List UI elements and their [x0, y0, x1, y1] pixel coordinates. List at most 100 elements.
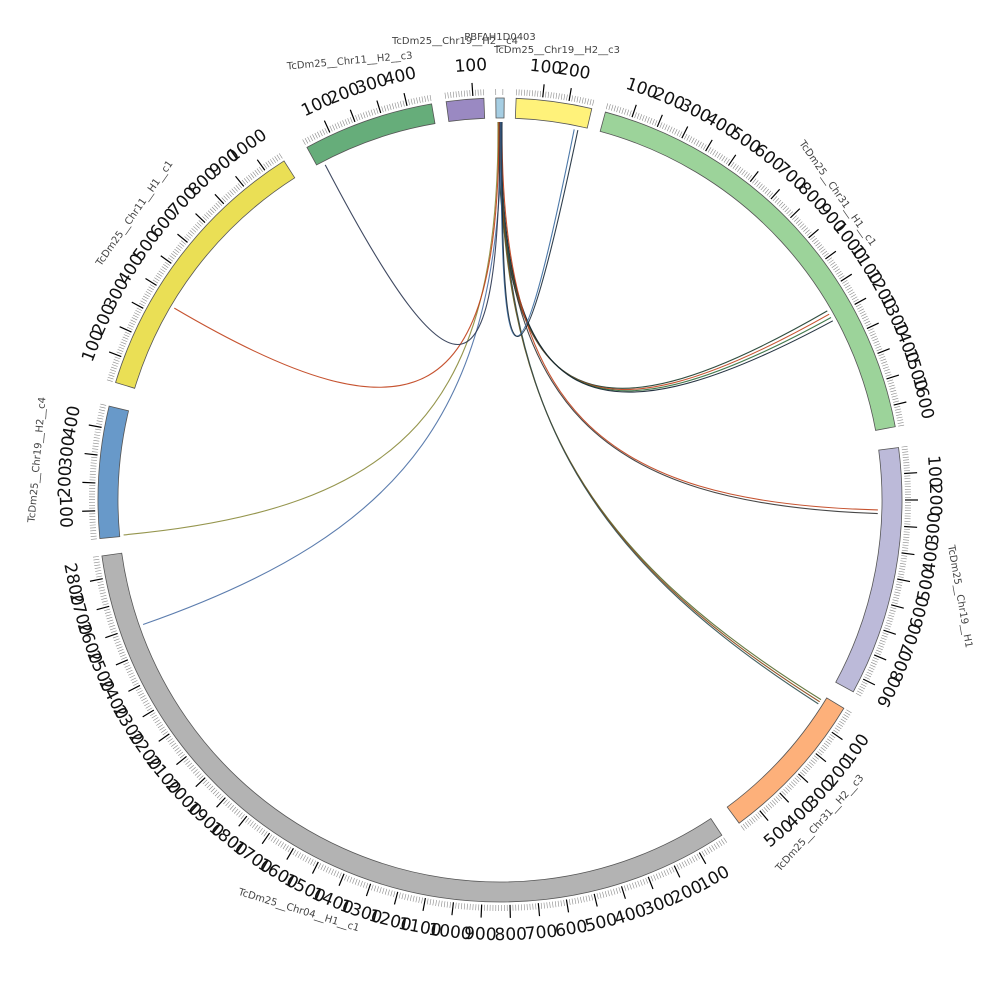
minor-tick	[169, 255, 175, 260]
minor-tick	[330, 869, 334, 875]
minor-tick	[576, 96, 579, 103]
minor-tick	[825, 740, 831, 745]
minor-tick	[898, 570, 905, 573]
minor-tick	[684, 133, 688, 140]
minor-tick	[861, 681, 868, 685]
minor-tick	[94, 567, 101, 569]
major-tick	[798, 773, 809, 784]
minor-tick	[787, 785, 792, 790]
minor-tick	[221, 197, 226, 203]
minor-tick	[666, 869, 670, 875]
minor-tick	[810, 235, 816, 241]
minor-tick	[426, 898, 429, 905]
minor-tick	[114, 356, 121, 360]
minor-tick	[895, 411, 902, 414]
minor-tick	[757, 812, 762, 818]
minor-tick	[256, 826, 261, 832]
minor-tick	[837, 273, 844, 277]
minor-tick	[823, 252, 829, 258]
minor-tick	[117, 649, 124, 652]
minor-tick	[681, 861, 685, 868]
minor-tick	[463, 903, 466, 910]
major-tick	[815, 753, 827, 763]
minor-tick	[679, 131, 683, 138]
minor-tick	[99, 589, 106, 592]
minor-tick	[402, 100, 405, 107]
minor-tick	[793, 217, 799, 222]
major-tick	[681, 126, 689, 139]
minor-tick	[346, 875, 350, 882]
minor-tick	[458, 91, 460, 98]
minor-tick	[376, 107, 379, 114]
minor-tick	[834, 727, 841, 732]
minor-tick	[547, 91, 550, 98]
minor-tick	[607, 890, 610, 897]
segment-TcDm25__Chr19__H2__c3	[514, 97, 593, 129]
major-tick	[451, 902, 455, 916]
minor-tick	[141, 298, 148, 302]
major-tick	[115, 659, 129, 666]
minor-tick	[235, 184, 240, 190]
minor-tick	[125, 667, 132, 671]
minor-tick	[174, 248, 180, 253]
minor-tick	[822, 250, 828, 255]
minor-tick	[155, 275, 161, 279]
major-tick	[403, 93, 408, 106]
minor-tick	[903, 534, 910, 536]
minor-tick	[631, 882, 635, 889]
minor-tick	[139, 302, 145, 307]
minor-tick	[305, 856, 309, 863]
minor-tick	[579, 96, 581, 103]
minor-tick	[444, 92, 447, 99]
minor-tick	[589, 99, 592, 106]
minor-tick	[292, 849, 297, 856]
minor-tick	[810, 759, 816, 764]
minor-tick	[447, 92, 449, 99]
minor-tick	[716, 842, 720, 848]
minor-tick	[339, 121, 343, 128]
minor-tick	[616, 106, 619, 113]
minor-tick	[709, 148, 714, 155]
minor-tick	[902, 451, 909, 453]
minor-tick	[571, 95, 574, 102]
tick-label: 600	[554, 917, 589, 942]
minor-tick	[574, 897, 577, 904]
minor-tick	[537, 90, 539, 97]
minor-tick	[95, 428, 102, 431]
minor-tick	[812, 757, 818, 762]
minor-tick	[650, 875, 654, 882]
minor-tick	[223, 799, 228, 805]
minor-tick	[846, 709, 852, 714]
minor-tick	[865, 323, 872, 327]
minor-tick	[90, 462, 97, 464]
minor-tick	[248, 174, 253, 180]
minor-tick	[711, 845, 715, 851]
minor-tick	[122, 336, 129, 340]
minor-tick	[105, 614, 112, 617]
minor-tick	[859, 685, 866, 690]
segment-TcDm25__Chr11__H2__c3	[306, 103, 436, 166]
minor-tick	[106, 616, 113, 620]
minor-tick	[842, 716, 848, 721]
minor-tick	[357, 114, 361, 121]
minor-tick	[626, 109, 630, 116]
minor-tick	[885, 622, 892, 625]
minor-tick	[822, 744, 828, 750]
tick-label: 100	[55, 495, 76, 528]
minor-tick	[179, 242, 185, 247]
segment-label: TcDm25__Chr19__H2__c4	[26, 397, 48, 524]
minor-tick	[96, 575, 103, 578]
major-tick	[825, 250, 837, 260]
minor-tick	[93, 558, 100, 561]
major-tick	[84, 452, 98, 456]
minor-tick	[820, 747, 826, 752]
minor-tick	[217, 201, 223, 206]
minor-tick	[227, 191, 232, 197]
major-tick	[897, 578, 911, 583]
minor-tick	[892, 398, 899, 401]
minor-tick	[213, 204, 219, 210]
minor-tick	[119, 344, 126, 347]
minor-tick	[418, 896, 421, 903]
major-tick	[891, 604, 904, 609]
minor-tick	[818, 749, 825, 754]
